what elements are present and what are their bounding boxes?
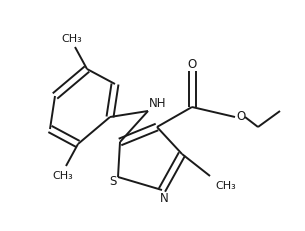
Text: CH₃: CH₃ bbox=[62, 34, 82, 44]
Text: CH₃: CH₃ bbox=[53, 170, 74, 180]
Text: CH₃: CH₃ bbox=[215, 180, 236, 190]
Text: NH: NH bbox=[149, 97, 167, 110]
Text: N: N bbox=[160, 192, 168, 205]
Text: O: O bbox=[187, 57, 197, 70]
Text: O: O bbox=[236, 110, 246, 123]
Text: S: S bbox=[109, 175, 117, 188]
